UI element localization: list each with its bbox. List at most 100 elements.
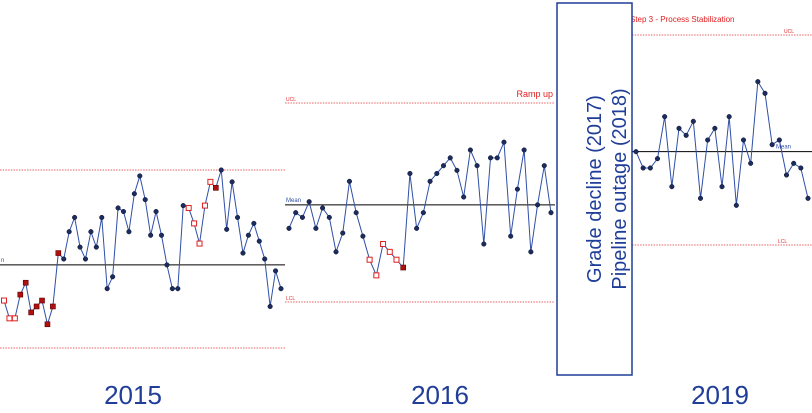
data-point — [719, 184, 725, 190]
data-point — [776, 137, 782, 143]
lcl-label: LCL — [286, 296, 295, 302]
data-point — [712, 125, 718, 131]
data-point — [467, 147, 473, 153]
data-point — [77, 244, 83, 250]
flagged-point-open — [386, 248, 393, 255]
data-point — [353, 210, 359, 216]
panel-2019: UCL Mean LCL Step 3 - Process Stabilization… — [630, 15, 812, 410]
data-point — [769, 142, 775, 148]
flagged-point-open — [373, 272, 380, 279]
data-point — [783, 172, 790, 178]
flagged-point-open — [6, 315, 13, 322]
data-point — [805, 195, 811, 201]
data-point — [115, 205, 121, 211]
data-point — [104, 286, 110, 292]
year-label: 2015 — [104, 380, 162, 410]
data-point — [169, 286, 175, 292]
data-point — [142, 197, 148, 203]
data-point — [521, 147, 527, 153]
data-point — [333, 249, 339, 255]
mean-label: n — [1, 258, 4, 264]
data-point — [153, 208, 159, 215]
series-line — [288, 141, 552, 278]
data-point — [474, 163, 480, 169]
data-point — [748, 160, 754, 166]
data-point — [286, 225, 292, 231]
data-point — [427, 178, 433, 184]
data-point — [273, 268, 279, 274]
flagged-point-filled — [33, 303, 40, 310]
mean-label: Mean — [776, 145, 791, 151]
flagged-point-filled — [213, 185, 219, 191]
data-point — [148, 232, 154, 238]
data-point — [633, 149, 639, 155]
data-point — [251, 220, 257, 226]
flagged-point-filled — [28, 309, 34, 316]
data-point — [487, 155, 494, 161]
data-point — [299, 214, 305, 220]
mean-label: Mean — [286, 198, 301, 204]
data-point — [798, 165, 804, 171]
flagged-point-filled — [39, 297, 45, 304]
year-label: 2019 — [691, 380, 749, 410]
phase-label: Step 3 - Process Stabilization — [630, 15, 735, 24]
data-point — [726, 114, 732, 120]
flagged-point-open — [393, 256, 400, 263]
data-point — [262, 256, 268, 262]
ucl-label: UCL — [784, 29, 794, 35]
data-point — [733, 202, 739, 208]
data-point — [705, 137, 711, 143]
data-point — [541, 163, 547, 169]
flagged-point-open — [196, 240, 203, 247]
flagged-point-filled — [44, 321, 51, 328]
data-point — [407, 170, 413, 177]
data-point — [131, 191, 137, 197]
data-point — [360, 233, 366, 239]
data-point — [640, 165, 646, 171]
data-point — [110, 274, 116, 280]
panel-2015: n 2015 — [0, 167, 285, 410]
data-point — [175, 286, 181, 292]
data-point — [690, 118, 696, 124]
data-point — [93, 244, 99, 250]
flagged-point-filled — [22, 279, 29, 286]
data-point — [494, 155, 500, 161]
data-point — [278, 286, 284, 292]
data-point — [440, 163, 447, 169]
data-point — [99, 214, 105, 221]
year-label: 2016 — [411, 380, 469, 410]
callout-line-1: Grade decline (2017) — [584, 95, 606, 283]
data-point — [528, 249, 534, 255]
data-point — [420, 210, 426, 216]
data-point — [164, 262, 170, 268]
data-point — [414, 225, 420, 231]
data-point — [654, 156, 661, 162]
data-point — [447, 155, 453, 161]
flagged-point-open — [1, 297, 7, 304]
data-point — [548, 210, 554, 216]
data-point — [740, 137, 747, 143]
phase-label: Ramp up — [516, 89, 553, 99]
data-point — [320, 205, 326, 211]
data-point — [697, 195, 704, 201]
data-point — [647, 165, 653, 171]
data-point — [234, 214, 241, 221]
data-point — [340, 230, 346, 236]
lcl-label: LCL — [778, 239, 787, 245]
data-point — [88, 229, 94, 235]
callout-box — [556, 2, 633, 376]
flagged-point-open — [366, 256, 373, 263]
data-point — [180, 203, 186, 209]
data-point — [514, 186, 520, 192]
flagged-point-open — [207, 178, 214, 185]
data-point — [306, 199, 312, 205]
data-point — [508, 233, 514, 239]
data-point — [245, 232, 251, 238]
flagged-point-open — [11, 315, 18, 322]
data-point — [126, 229, 132, 235]
data-point — [434, 170, 440, 177]
data-point — [82, 256, 89, 262]
panel-2016: UCL Mean LCL Ramp up 2016 — [285, 89, 555, 410]
data-point — [256, 238, 262, 244]
